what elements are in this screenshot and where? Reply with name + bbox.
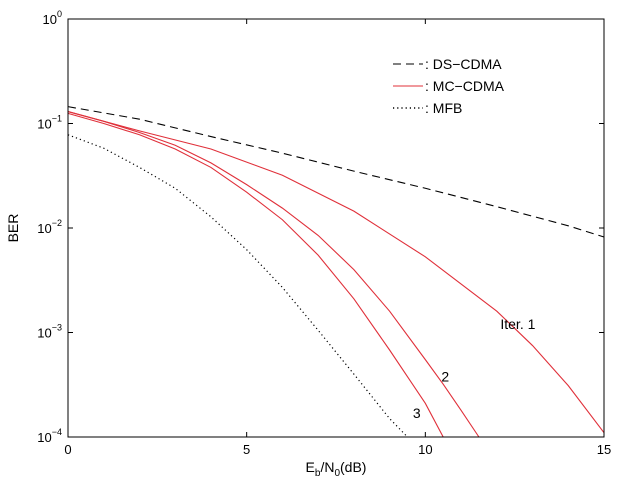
legend-label-2: : MC−CDMA bbox=[425, 78, 505, 94]
curve-annotation-3: 3 bbox=[413, 405, 421, 421]
plot-frame bbox=[67, 18, 605, 438]
curve-annotation-2: 2 bbox=[441, 368, 449, 384]
ticks-layer: 0 5 10 15 100 10−1 10−2 10−3 10−4 bbox=[37, 9, 611, 457]
y-tick-label: 10−4 bbox=[37, 427, 62, 445]
series-layer bbox=[67, 106, 605, 438]
legend: : DS−CDMA : MC−CDMA : MFB bbox=[393, 56, 505, 116]
legend-label-1: : DS−CDMA bbox=[425, 56, 502, 72]
x-tick-label: 5 bbox=[243, 442, 250, 457]
series-line-1 bbox=[67, 106, 605, 238]
x-tick-label: 0 bbox=[64, 442, 71, 457]
series-line-2 bbox=[67, 111, 605, 434]
legend-label-3: : MFB bbox=[425, 100, 462, 116]
curve-annotation-1: Iter. 1 bbox=[500, 316, 535, 332]
y-axis-label: BER bbox=[5, 214, 21, 243]
y-tick-label: 10−1 bbox=[37, 114, 62, 132]
series-line-3 bbox=[67, 111, 480, 438]
x-tick-label: 10 bbox=[418, 442, 432, 457]
x-axis-label: Eb/N0(dB) bbox=[306, 459, 367, 479]
y-tick-label: 10−3 bbox=[37, 323, 62, 341]
x-tick-label: 15 bbox=[597, 442, 611, 457]
y-tick-label: 10−2 bbox=[37, 218, 62, 236]
y-tick-label: 100 bbox=[43, 9, 62, 27]
annotations: Iter. 1 2 3 bbox=[413, 316, 536, 421]
series-line-4 bbox=[67, 112, 444, 438]
series-line-5 bbox=[67, 134, 408, 438]
